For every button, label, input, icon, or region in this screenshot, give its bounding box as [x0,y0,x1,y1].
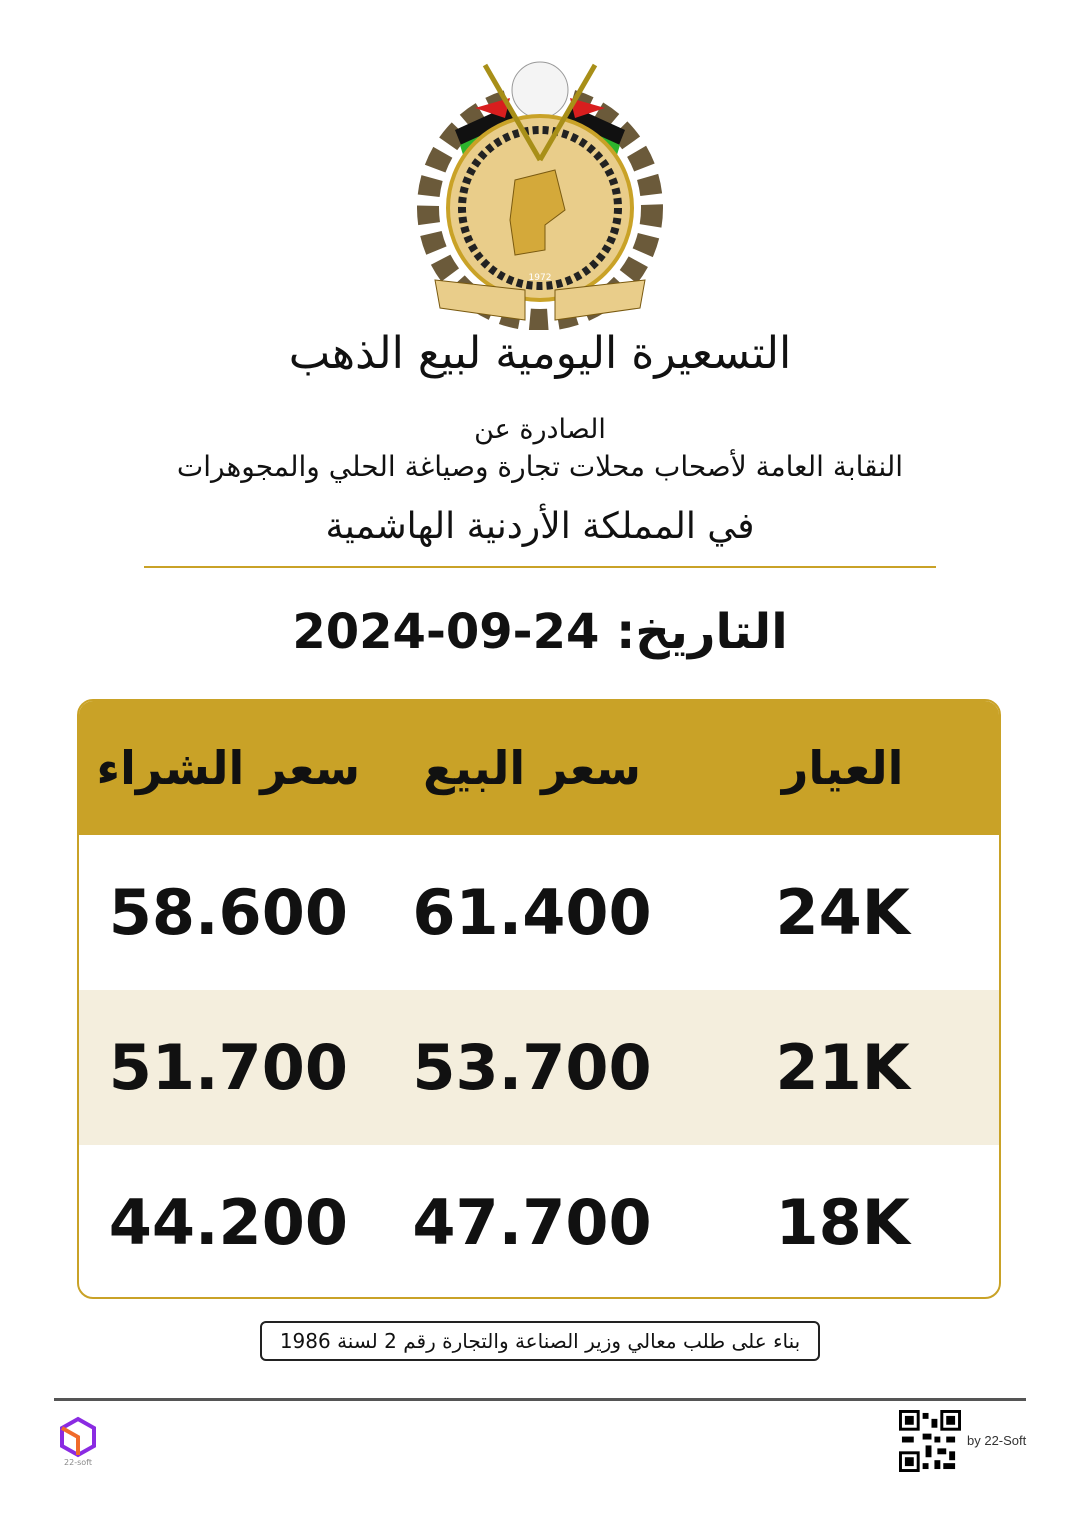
buy-price-cell: 58.600 [108,876,348,949]
sell-price-cell: 53.700 [412,1031,652,1104]
issued-by: الصادرة عن [474,414,606,445]
brand-small-text: 22-soft [64,1458,92,1467]
date-line: التاريخ: 24-09-2024 [292,604,788,660]
table-row: 18K 47.700 44.200 [79,1145,999,1297]
table-row: 24K 61.400 58.600 [79,835,999,990]
sell-price-cell: 61.400 [412,876,652,949]
sell-price-cell: 47.700 [412,1186,652,1259]
column-header-buy: سعر الشراء [96,741,361,795]
page-title: التسعيرة اليومية لبيع الذهب [288,328,792,379]
table-row: 21K 53.700 51.700 [79,990,999,1145]
table-header: العيار سعر البيع سعر الشراء [79,701,999,835]
organization-name: النقابة العامة لأصحاب محلات تجارة وصياغة… [176,450,904,483]
credit-text: by 22-Soft [967,1433,1027,1448]
column-header-sell: سعر البيع [423,741,641,795]
footer-divider [54,1398,1026,1401]
syndicate-logo: 1972 [417,61,663,330]
buy-price-cell: 51.700 [108,1031,348,1104]
karat-cell: 21K [775,1031,910,1104]
buy-price-cell: 44.200 [108,1186,348,1259]
price-table: العيار سعر البيع سعر الشراء 24K 61.400 5… [77,699,1001,1299]
column-header-karat: العيار [781,741,904,795]
kingdom-name: في المملكة الأردنية الهاشمية [325,506,755,547]
legal-note: بناء على طلب معالي وزير الصناعة والتجارة… [260,1321,820,1361]
qr-code-icon[interactable] [898,1410,962,1472]
karat-cell: 18K [775,1186,910,1259]
divider [144,566,936,568]
brand-cube-icon [60,1416,96,1458]
logo-founded-text: 1972 [529,273,552,283]
karat-cell: 24K [775,876,910,949]
